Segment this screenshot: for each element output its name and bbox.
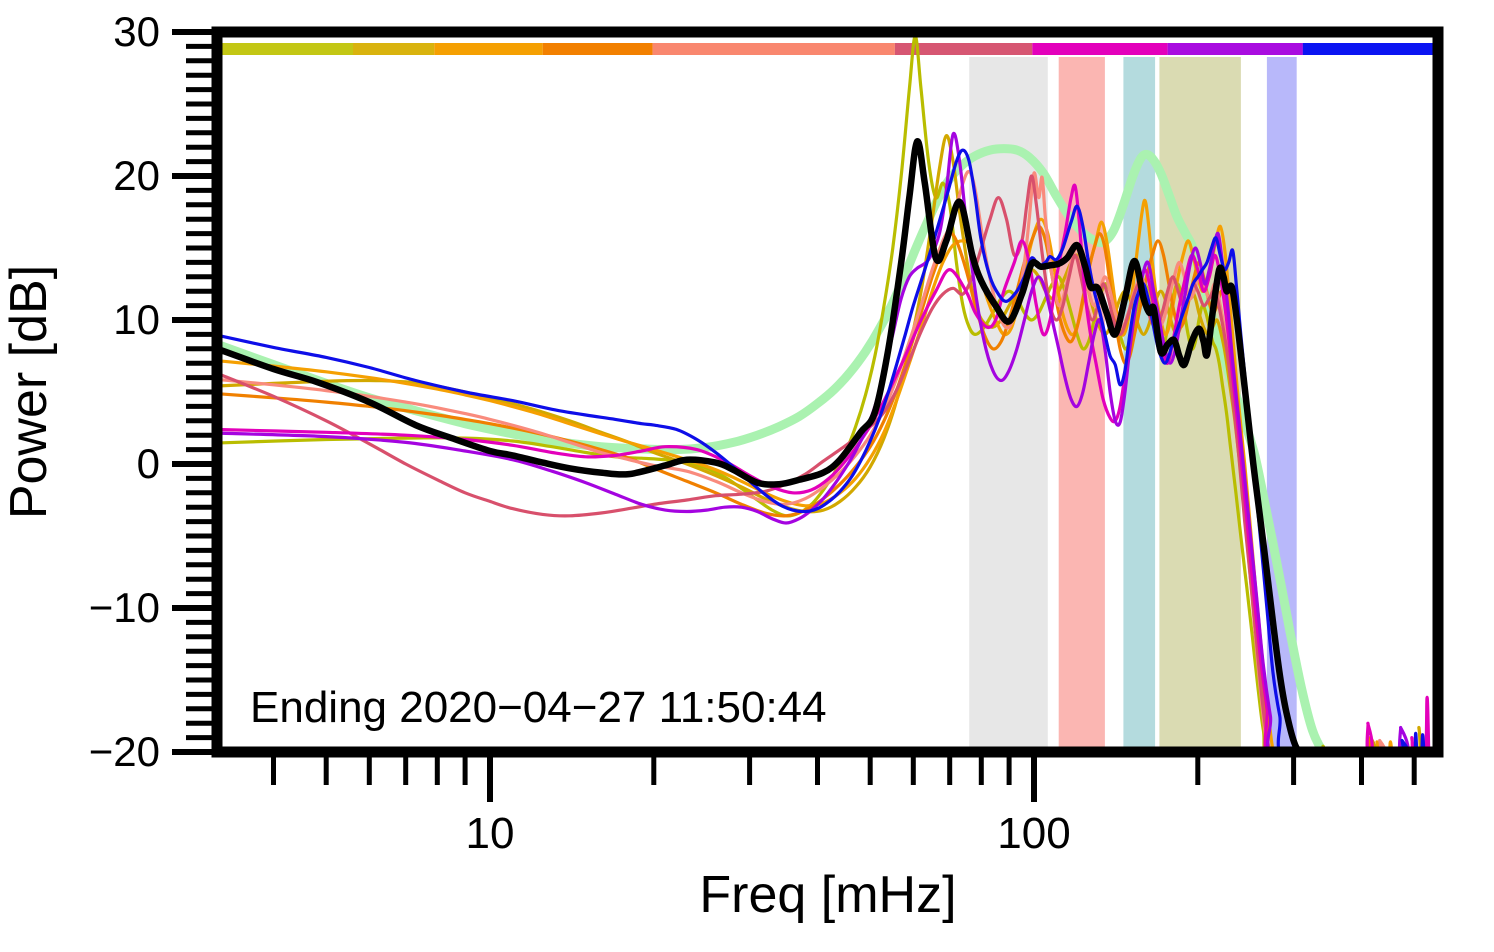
topbar-band-gold xyxy=(353,43,435,55)
y-tick-label: 10 xyxy=(113,296,160,343)
topbar-band-darkorange xyxy=(542,43,653,55)
y-axis: 30 20 10 0 −10 −20 xyxy=(89,8,212,775)
y-tick-label: 0 xyxy=(137,440,160,487)
y-axis-title: Power [dB] xyxy=(0,265,58,519)
topbar-band-blue xyxy=(1302,43,1433,55)
series-magenta xyxy=(222,183,1431,747)
x-tick-label: 10 xyxy=(466,809,515,858)
series-mean-black xyxy=(222,138,1300,747)
topbar-band-salmon xyxy=(652,43,895,55)
top-color-bar xyxy=(222,43,1433,55)
ending-timestamp-annotation: Ending 2020−04−27 11:50:44 xyxy=(250,683,827,732)
topbar-band-magenta xyxy=(1032,43,1168,55)
topbar-band-orange xyxy=(434,43,543,55)
topbar-band-crimson xyxy=(894,43,1033,55)
y-tick-label: −10 xyxy=(89,584,160,631)
series-lines xyxy=(222,37,1431,747)
topbar-band-purple xyxy=(1167,43,1303,55)
shade-pink xyxy=(1058,57,1105,747)
y-tick-label: −20 xyxy=(89,728,160,775)
x-axis: 10 100 xyxy=(271,757,1417,858)
y-tick-label: 20 xyxy=(113,152,160,199)
plot-frame xyxy=(211,26,1444,758)
series-crimson xyxy=(222,174,1271,747)
shade-olive xyxy=(1159,57,1241,747)
y-tick-label: 30 xyxy=(113,8,160,55)
topbar-band-yellowgreen xyxy=(222,43,353,55)
x-axis-title: Freq [mHz] xyxy=(699,866,956,924)
x-tick-label: 100 xyxy=(997,809,1070,858)
